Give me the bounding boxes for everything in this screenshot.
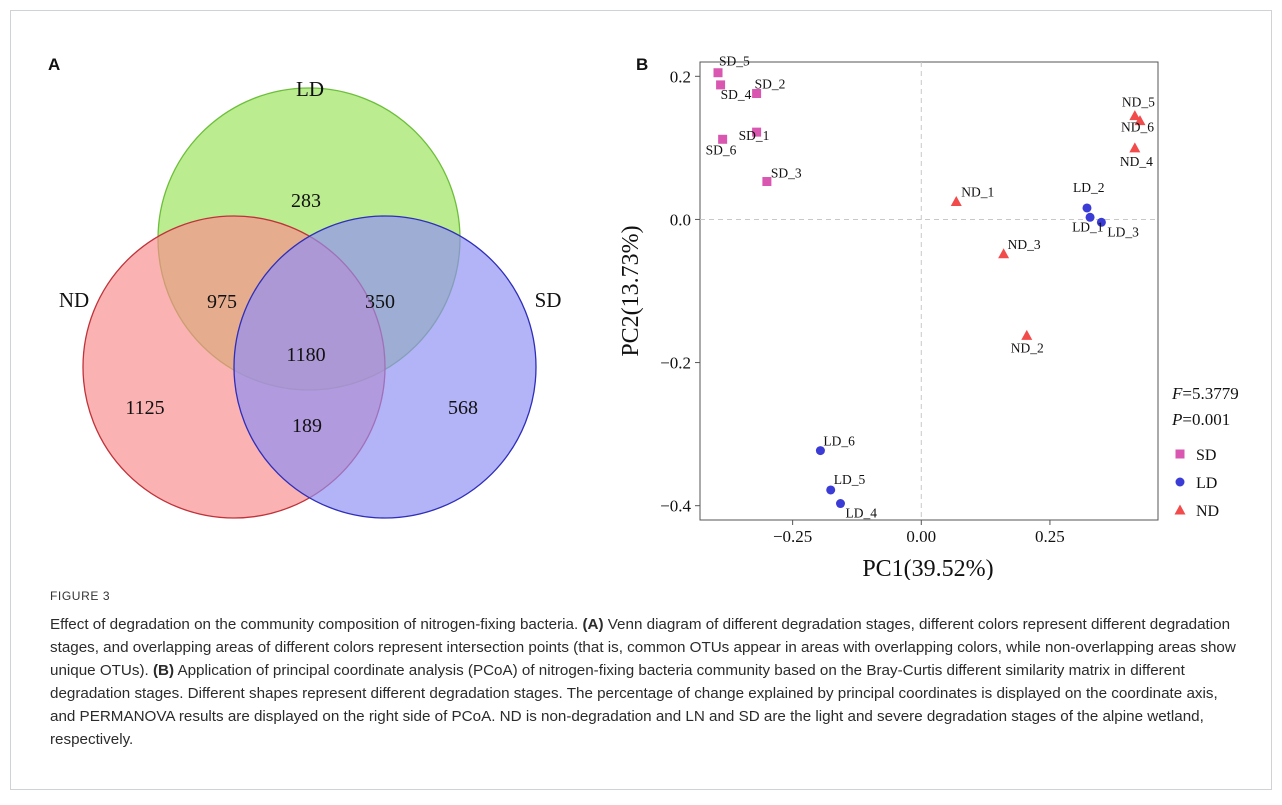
caption-b-text: Application of principal coordinate anal… bbox=[50, 662, 1218, 748]
data-point-nd-3 bbox=[998, 248, 1010, 259]
point-label: LD_5 bbox=[834, 472, 866, 487]
point-label: LD_6 bbox=[823, 434, 855, 449]
y-tick-label: 0.0 bbox=[670, 210, 691, 229]
stat-f-value: 5.3779 bbox=[1192, 384, 1239, 403]
data-point-sd-1 bbox=[752, 127, 762, 137]
caption-b-marker: (B) bbox=[153, 662, 175, 679]
venn-set-sd: SD bbox=[535, 288, 562, 312]
legend-marker-ld bbox=[1175, 477, 1185, 487]
panel-a-label: A bbox=[48, 55, 60, 74]
caption-a-marker: (A) bbox=[582, 616, 604, 633]
x-tick-label: 0.00 bbox=[906, 527, 936, 546]
point-label: LD_4 bbox=[845, 506, 877, 521]
plot-area bbox=[699, 61, 1159, 521]
data-point-ld-4 bbox=[835, 499, 845, 509]
y-tick-label: −0.2 bbox=[660, 354, 691, 373]
caption-a-text: Venn diagram of different degradation st… bbox=[50, 616, 1236, 679]
caption-text: Effect of degradation on the community c… bbox=[50, 613, 1245, 751]
reference-lines bbox=[700, 62, 1158, 520]
figure-canvas: A LD ND SD 283 975 350 1180 1125 189 568… bbox=[48, 54, 1239, 580]
data-point-sd-2 bbox=[752, 88, 762, 98]
legend-label-ld: LD bbox=[1196, 475, 1217, 492]
x-axis: −0.25 0.00 0.25 bbox=[773, 520, 1065, 546]
point-label: LD_1 bbox=[1072, 219, 1104, 234]
caption-intro: Effect of degradation on the community c… bbox=[50, 616, 579, 633]
x-tick-label: 0.25 bbox=[1035, 527, 1065, 546]
legend-marker-nd bbox=[1174, 504, 1186, 515]
pcoa-panel: B 0.2 0.0 −0.2 −0.4 −0.25 0.00 0.25 PC1(39.52… bbox=[618, 54, 1239, 580]
data-point-nd-5 bbox=[1129, 110, 1141, 121]
data-point-ld-1 bbox=[1085, 212, 1095, 222]
venn-count-sd-only: 568 bbox=[448, 397, 478, 419]
point-label: SD_3 bbox=[771, 166, 802, 181]
legend-label-nd: ND bbox=[1196, 503, 1219, 520]
point-label: LD_3 bbox=[1107, 224, 1139, 239]
stat-p: P=0.001 bbox=[1171, 410, 1230, 429]
data-point-nd-1 bbox=[950, 196, 962, 207]
point-label: ND_4 bbox=[1120, 154, 1153, 169]
data-point-ld-3 bbox=[1096, 217, 1106, 227]
venn-set-ld: LD bbox=[296, 77, 324, 101]
x-axis-label: PC1(39.52%) bbox=[862, 556, 993, 580]
data-point-nd-4 bbox=[1129, 142, 1141, 153]
point-label: LD_2 bbox=[1073, 180, 1105, 195]
point-label: SD_5 bbox=[719, 54, 750, 69]
venn-count-ld-only: 283 bbox=[291, 190, 321, 212]
data-point-sd-5 bbox=[713, 68, 723, 78]
point-labels: SD_5 SD_4SD_2 SD_1SD_6 SD_3 LD_2 LD_1 LD_3 LD_6… bbox=[706, 54, 1155, 521]
y-axis-label: PC2(13.73%) bbox=[618, 225, 644, 356]
point-label: SD_2 bbox=[755, 76, 786, 91]
point-label: ND_2 bbox=[1011, 340, 1044, 355]
venn-count-ld-sd: 350 bbox=[365, 291, 395, 313]
venn-panel: A LD ND SD 283 975 350 1180 1125 189 568 bbox=[48, 55, 562, 519]
legend-label-sd: SD bbox=[1196, 447, 1216, 464]
venn-count-nd-ld: 975 bbox=[207, 291, 237, 313]
data-point-sd-6 bbox=[718, 134, 728, 144]
data-point-ld-6 bbox=[815, 446, 825, 456]
x-tick-label: −0.25 bbox=[773, 527, 812, 546]
point-label: SD_4 bbox=[721, 87, 752, 102]
legend: SD LD ND bbox=[1174, 447, 1219, 520]
stat-p-value: 0.001 bbox=[1192, 410, 1230, 429]
data-point-ld-5 bbox=[826, 485, 836, 495]
y-tick-label: −0.4 bbox=[660, 497, 691, 516]
figure-caption: FIGURE 3 Effect of degradation on the co… bbox=[50, 589, 1245, 751]
data-points bbox=[713, 68, 1146, 509]
venn-count-nd-sd: 189 bbox=[292, 415, 322, 437]
data-point-sd-4 bbox=[716, 80, 726, 90]
point-label: ND_6 bbox=[1121, 120, 1154, 135]
data-point-nd-6 bbox=[1134, 115, 1146, 126]
figure-label: FIGURE 3 bbox=[50, 589, 111, 603]
legend-marker-sd bbox=[1175, 449, 1185, 459]
panel-b-label: B bbox=[636, 55, 648, 74]
point-label: SD_1 bbox=[739, 128, 770, 143]
venn-count-all: 1180 bbox=[286, 344, 325, 366]
point-label: ND_1 bbox=[961, 185, 994, 200]
y-tick-label: 0.2 bbox=[670, 67, 691, 86]
data-point-ld-2 bbox=[1082, 203, 1092, 213]
venn-set-nd: ND bbox=[59, 288, 89, 312]
data-point-nd-2 bbox=[1021, 329, 1033, 340]
point-label: SD_6 bbox=[706, 142, 737, 157]
stat-f: F=5.3779 bbox=[1171, 384, 1239, 403]
y-axis: 0.2 0.0 −0.2 −0.4 bbox=[660, 67, 700, 516]
venn-count-nd-only: 1125 bbox=[125, 397, 164, 419]
figure-frame bbox=[10, 10, 1272, 790]
point-label: ND_3 bbox=[1008, 237, 1041, 252]
point-label: ND_5 bbox=[1122, 95, 1155, 110]
data-point-sd-3 bbox=[762, 177, 772, 187]
venn-circle-sd bbox=[233, 215, 537, 519]
